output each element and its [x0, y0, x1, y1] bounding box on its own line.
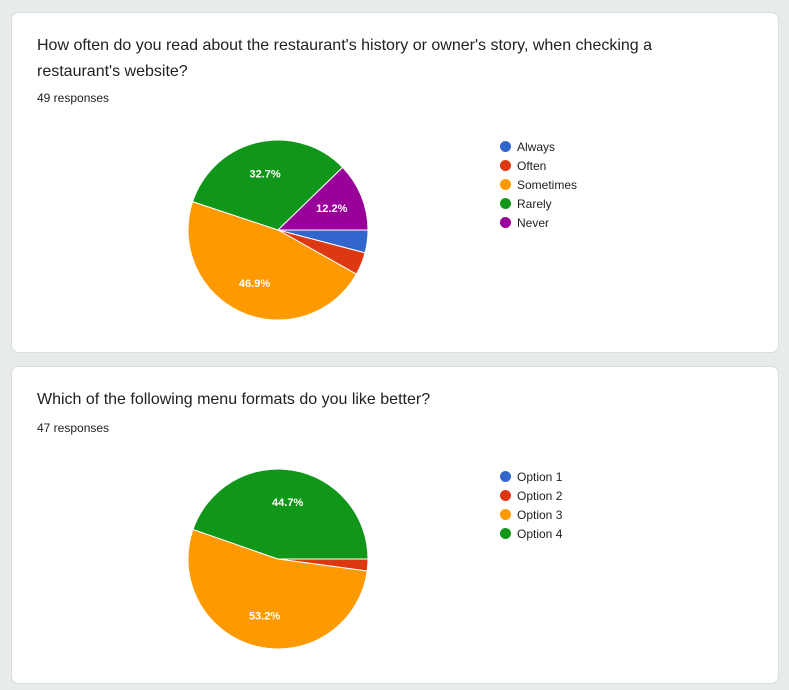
legend-label: Always: [517, 139, 556, 154]
legend-swatch: [500, 217, 511, 228]
legend-item-never: Never: [500, 213, 577, 232]
chart-legend-2: Option 1 Option 2 Option 3 Option 4: [500, 467, 562, 543]
response-count: 47 responses: [37, 421, 110, 435]
legend-item-always: Always: [500, 137, 577, 156]
question-title: How often do you read about the restaura…: [37, 37, 653, 80]
chart-legend-1: Always Often Sometimes Rarely Never: [500, 137, 577, 232]
legend-swatch: [500, 490, 511, 501]
legend-item-option-2: Option 2: [500, 486, 562, 505]
legend-swatch: [500, 528, 511, 539]
question-title: Which of the following menu formats do y…: [37, 391, 431, 408]
legend-label: Rarely: [517, 196, 552, 211]
pie-chart-2: 53.2% 44.7%: [187, 468, 369, 650]
legend-label: Option 2: [517, 488, 563, 503]
legend-swatch: [500, 141, 511, 152]
legend-swatch: [500, 179, 511, 190]
slice-label-sometimes: 46.9%: [239, 278, 270, 290]
legend-item-option-3: Option 3: [500, 505, 562, 524]
legend-item-sometimes: Sometimes: [500, 175, 577, 194]
legend-item-often: Often: [500, 156, 577, 175]
legend-label: Option 4: [517, 526, 563, 541]
legend-label: Often: [517, 158, 547, 173]
slice-label-rarely: 32.7%: [249, 168, 280, 180]
pie-slice-never: [276, 166, 369, 231]
slice-label-option-3: 53.2%: [249, 610, 280, 622]
pie-slice-sometimes: [187, 201, 358, 321]
legend-swatch: [500, 198, 511, 209]
question-card-2: Which of the following menu formats do y…: [11, 366, 779, 684]
pie-slice-option-4: [192, 468, 369, 560]
legend-label: Never: [517, 215, 550, 230]
slice-label-option-4: 44.7%: [272, 497, 303, 509]
pie-slice-rarely: [191, 139, 344, 231]
legend-item-rarely: Rarely: [500, 194, 577, 213]
slice-label-never: 12.2%: [316, 203, 347, 215]
legend-label: Sometimes: [517, 177, 578, 192]
pie-chart-1: 46.9% 32.7% 12.2%: [187, 139, 369, 321]
legend-label: Option 1: [517, 469, 563, 484]
pie-slice-option-3: [187, 528, 368, 650]
legend-label: Option 3: [517, 507, 563, 522]
legend-item-option-1: Option 1: [500, 467, 562, 486]
legend-swatch: [500, 471, 511, 482]
legend-swatch: [500, 160, 511, 171]
question-card-1: How often do you read about the restaura…: [11, 12, 779, 353]
legend-swatch: [500, 509, 511, 520]
legend-item-option-4: Option 4: [500, 524, 562, 543]
response-count: 49 responses: [37, 91, 110, 105]
